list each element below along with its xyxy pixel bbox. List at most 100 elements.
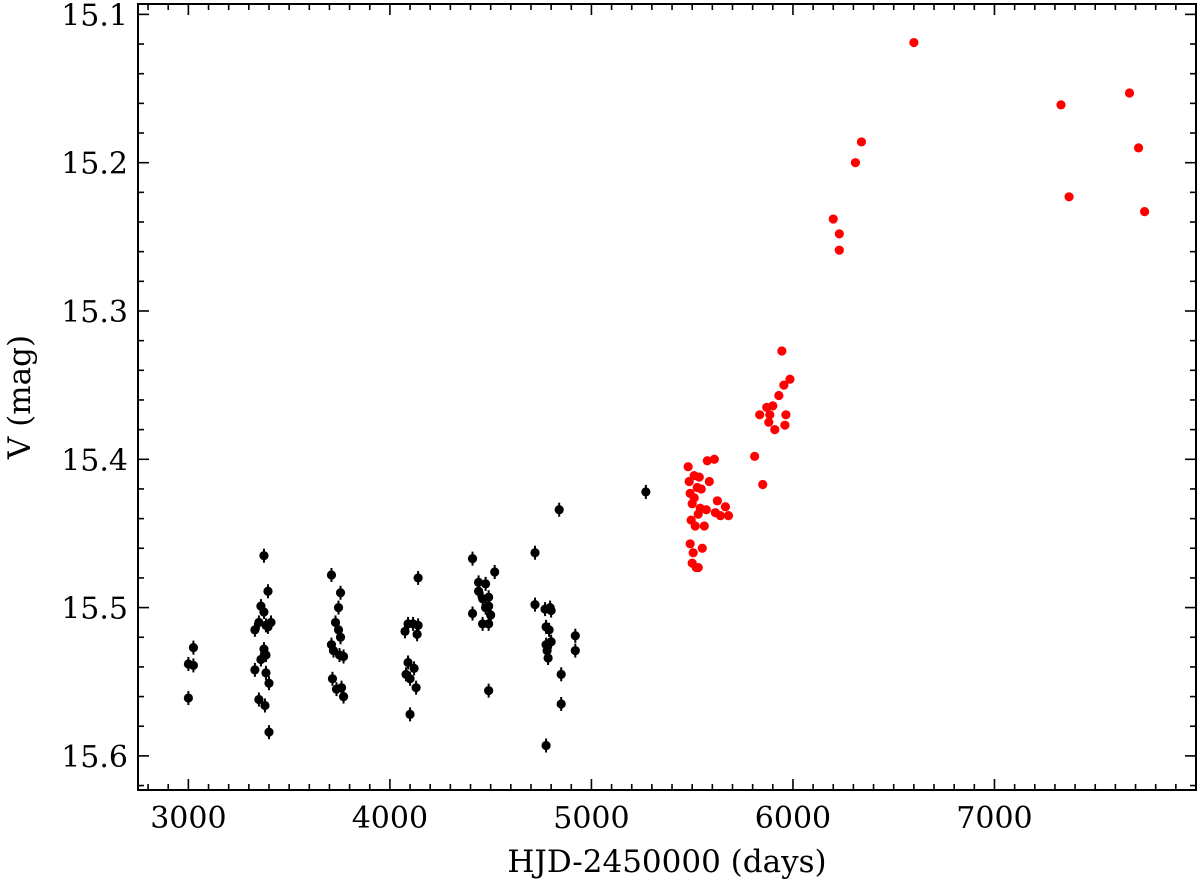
data-point-black xyxy=(473,577,484,587)
data-point-black xyxy=(336,683,347,693)
x-tick-label: 7000 xyxy=(956,801,1032,836)
data-point-red xyxy=(701,505,711,515)
data-point-black xyxy=(413,573,423,583)
data-point-black xyxy=(484,592,494,602)
data-point-red xyxy=(755,410,765,420)
data-point-black xyxy=(264,727,274,737)
data-point-red xyxy=(693,562,703,573)
data-point-black xyxy=(259,607,269,617)
data-points xyxy=(183,37,1150,753)
data-point-black xyxy=(409,663,419,673)
data-point-black xyxy=(261,650,271,660)
data-point-red xyxy=(1064,192,1074,202)
plot-frame xyxy=(137,3,1197,791)
data-point-red xyxy=(834,229,844,239)
data-point-black xyxy=(484,686,494,696)
data-point-red xyxy=(764,417,774,427)
data-point-red xyxy=(1124,88,1135,98)
y-tick-label: 15.5 xyxy=(61,592,128,627)
data-point-red xyxy=(712,496,722,506)
data-point-black xyxy=(250,625,260,635)
data-point-red xyxy=(702,456,712,466)
y-tick-label: 15.3 xyxy=(61,295,128,330)
data-point-red xyxy=(828,214,838,224)
x-axis-label: HJD-2450000 (days) xyxy=(507,844,826,880)
data-point-red xyxy=(689,493,699,503)
data-point-black xyxy=(335,588,346,598)
data-point-red xyxy=(690,521,700,531)
x-tick-label: 3000 xyxy=(150,801,226,836)
data-point-red xyxy=(779,380,789,390)
data-point-black xyxy=(405,709,415,719)
y-tick-label: 15.1 xyxy=(61,0,128,33)
data-point-black xyxy=(403,657,413,668)
y-tick-label: 15.2 xyxy=(61,147,128,182)
data-point-red xyxy=(704,476,714,487)
data-point-black xyxy=(411,683,421,693)
data-point-black xyxy=(543,653,553,663)
data-point-red xyxy=(683,462,693,472)
data-point-red xyxy=(715,511,726,521)
y-axis-label: V (mag) xyxy=(2,335,38,460)
data-point-red xyxy=(774,390,784,401)
tick-labels: 3000 4000 5000 6000 7000 15.1 15.2 15.3 15.4 15.5… xyxy=(61,0,1032,836)
data-point-black xyxy=(486,610,496,620)
data-point-black xyxy=(261,668,271,678)
data-point-black xyxy=(556,699,566,709)
data-point-red xyxy=(777,346,787,356)
data-point-black xyxy=(467,554,478,564)
data-point-red xyxy=(770,425,780,435)
data-point-black xyxy=(333,602,344,613)
x-tick-label: 5000 xyxy=(553,801,629,836)
axis-ticks xyxy=(138,4,1196,790)
data-point-black xyxy=(266,617,276,628)
data-point-red xyxy=(694,472,704,482)
data-point-black xyxy=(530,548,540,558)
data-point-black xyxy=(542,645,552,656)
data-point-black xyxy=(250,665,260,675)
y-tick-label: 15.4 xyxy=(61,443,128,478)
data-point-black xyxy=(338,691,349,702)
data-point-black xyxy=(490,567,500,577)
data-point-black xyxy=(641,487,651,497)
data-point-black xyxy=(254,617,264,628)
data-point-red xyxy=(699,521,709,531)
data-point-red xyxy=(765,410,775,420)
data-point-red xyxy=(850,158,861,168)
data-point-black xyxy=(326,570,337,580)
data-point-black xyxy=(188,643,199,653)
data-point-red xyxy=(768,401,778,411)
data-point-red xyxy=(688,548,698,558)
data-point-black xyxy=(544,625,554,635)
data-point-red xyxy=(781,410,791,420)
data-point-red xyxy=(909,37,919,48)
data-point-red xyxy=(697,543,707,553)
data-point-red xyxy=(785,374,795,384)
data-point-red xyxy=(685,539,695,549)
y-tick-label: 15.6 xyxy=(61,740,128,775)
data-point-black xyxy=(481,579,491,589)
data-point-black xyxy=(327,674,338,684)
data-point-black xyxy=(473,586,484,596)
data-point-black xyxy=(554,505,564,515)
data-point-red xyxy=(758,479,768,490)
data-point-red xyxy=(856,137,867,147)
data-point-black xyxy=(570,645,580,656)
data-point-red xyxy=(723,511,734,521)
x-tick-label: 4000 xyxy=(352,801,428,836)
data-point-black xyxy=(413,620,423,630)
data-point-red xyxy=(780,420,790,430)
data-point-red xyxy=(696,484,706,494)
data-point-red xyxy=(1140,207,1150,217)
data-point-black xyxy=(405,674,415,684)
data-point-red xyxy=(1056,100,1066,110)
data-point-black xyxy=(412,629,422,639)
data-point-black xyxy=(484,619,494,629)
data-point-black xyxy=(556,669,566,679)
data-point-black xyxy=(570,631,580,641)
data-point-red xyxy=(1133,143,1144,153)
data-point-red xyxy=(709,454,719,464)
data-point-black xyxy=(467,608,478,619)
data-point-black xyxy=(259,551,269,561)
data-point-black xyxy=(530,600,540,610)
